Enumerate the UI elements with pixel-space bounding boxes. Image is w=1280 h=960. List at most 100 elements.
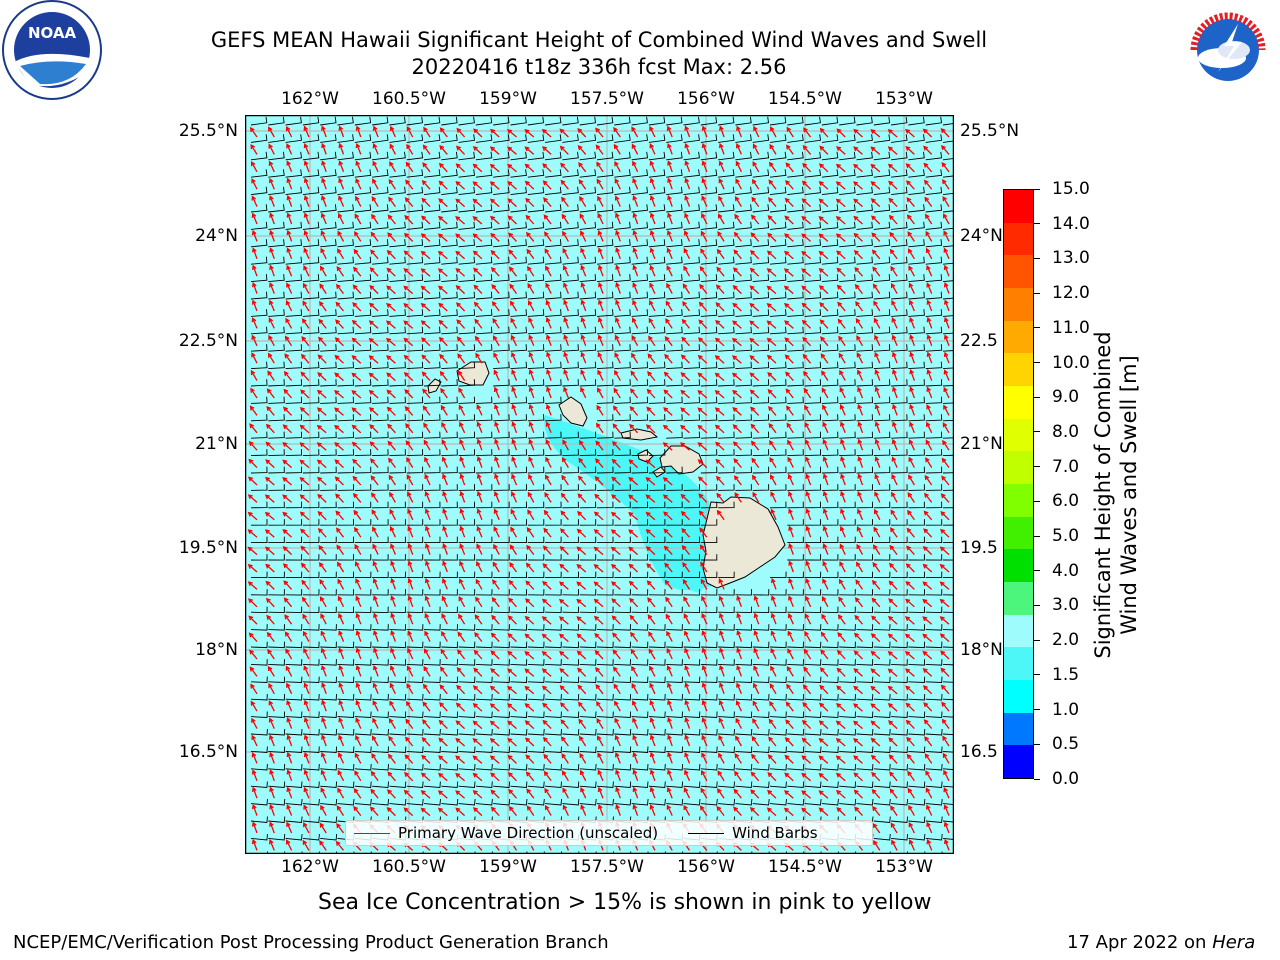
wind-barb — [891, 134, 908, 143]
wave-direction-arrow — [839, 404, 846, 416]
wind-barb — [839, 484, 856, 491]
wave-direction-arrow — [783, 268, 794, 277]
wave-direction-arrow — [265, 580, 275, 590]
wind-barb — [752, 396, 770, 404]
wave-direction-arrow — [386, 249, 396, 260]
wave-direction-arrow — [822, 525, 829, 538]
wind-barb — [856, 659, 874, 666]
wind-barb — [320, 431, 337, 439]
wind-barb — [579, 256, 597, 265]
wind-barb — [493, 256, 510, 265]
wave-direction-arrow — [632, 717, 639, 729]
wave-direction-arrow — [338, 682, 345, 695]
wave-direction-arrow — [420, 302, 431, 312]
wind-barb — [441, 711, 459, 718]
wave-direction-arrow — [334, 407, 344, 416]
wave-direction-arrow — [770, 612, 777, 625]
wind-barb — [804, 798, 822, 806]
wave-direction-arrow — [649, 299, 656, 312]
wind-barb — [596, 431, 614, 439]
wind-barb — [700, 798, 718, 806]
wave-direction-arrow — [319, 301, 327, 312]
wave-direction-arrow — [507, 633, 517, 643]
wave-direction-arrow — [438, 737, 448, 747]
wave-direction-arrow — [268, 143, 275, 155]
wind-barb — [821, 484, 839, 491]
wave-direction-arrow — [889, 231, 898, 242]
wind-barb — [458, 309, 476, 317]
wave-direction-arrow — [286, 821, 293, 834]
wind-barb — [614, 309, 631, 317]
wind-barb — [821, 624, 839, 631]
wave-direction-arrow — [321, 177, 327, 190]
wave-direction-arrow — [247, 563, 258, 573]
wave-direction-arrow — [628, 476, 639, 486]
wind-barb — [389, 781, 407, 788]
wave-direction-arrow — [924, 213, 933, 225]
wind-barb — [925, 169, 943, 178]
wave-direction-arrow — [805, 525, 812, 538]
wind-barb — [354, 536, 372, 544]
wind-barb — [268, 134, 285, 143]
wind-barb — [320, 571, 337, 579]
wave-direction-arrow — [510, 334, 518, 347]
wind-barb — [925, 659, 943, 666]
wind-barb — [406, 134, 424, 143]
wind-barb — [856, 554, 873, 561]
wave-direction-arrow — [611, 458, 621, 469]
wave-direction-arrow — [559, 667, 569, 677]
wind-barb — [527, 484, 545, 491]
wave-direction-arrow — [922, 545, 933, 556]
wind-barb — [735, 606, 752, 614]
wave-direction-arrow — [700, 230, 708, 242]
wave-direction-arrow — [667, 177, 673, 190]
wind-barb — [873, 396, 891, 404]
wind-barb — [423, 291, 441, 300]
wind-barb — [648, 134, 666, 143]
wind-barb — [925, 449, 943, 457]
wave-direction-arrow — [387, 214, 396, 225]
wind-barb — [769, 414, 787, 422]
wave-direction-arrow — [615, 247, 621, 260]
wave-direction-arrow — [716, 805, 725, 817]
wind-barb — [700, 659, 718, 666]
wind-barb — [493, 606, 510, 614]
wind-barb — [648, 169, 666, 178]
wind-barb — [648, 728, 666, 736]
wave-direction-arrow — [249, 126, 258, 138]
wave-direction-legend-swatch — [354, 832, 390, 834]
wave-direction-arrow — [649, 264, 656, 277]
wave-direction-arrow — [680, 354, 690, 364]
wind-barb — [925, 833, 943, 841]
wave-direction-arrow — [870, 650, 881, 660]
wave-direction-arrow — [888, 562, 898, 573]
wave-direction-arrow — [684, 699, 691, 712]
wind-barb — [839, 641, 856, 649]
wave-direction-arrow — [872, 823, 881, 834]
wind-barb — [562, 291, 579, 300]
wave-direction-arrow — [472, 233, 483, 242]
wind-barb — [648, 361, 666, 370]
wind-barb — [354, 554, 372, 561]
wind-barb — [839, 379, 856, 387]
wave-direction-arrow — [873, 317, 881, 329]
wave-direction-arrow — [559, 145, 569, 155]
wind-barb — [614, 466, 631, 474]
wave-direction-arrow — [544, 804, 552, 816]
wave-direction-arrow — [926, 264, 933, 277]
wind-barb — [596, 169, 614, 178]
wave-direction-arrow — [404, 405, 414, 416]
wave-direction-arrow — [269, 282, 275, 294]
wave-direction-arrow — [803, 127, 812, 138]
wind-barb — [493, 798, 511, 806]
wave-direction-arrow — [528, 386, 535, 399]
wave-direction-arrow — [595, 458, 604, 469]
colorbar-band — [1004, 484, 1033, 517]
wave-direction-arrow — [752, 491, 760, 503]
wave-direction-arrow — [335, 527, 345, 538]
wind-barb — [718, 309, 735, 317]
wave-direction-arrow — [857, 490, 864, 503]
wave-direction-arrow — [455, 702, 466, 712]
wave-direction-arrow — [406, 457, 414, 468]
wave-direction-arrow — [300, 562, 310, 573]
